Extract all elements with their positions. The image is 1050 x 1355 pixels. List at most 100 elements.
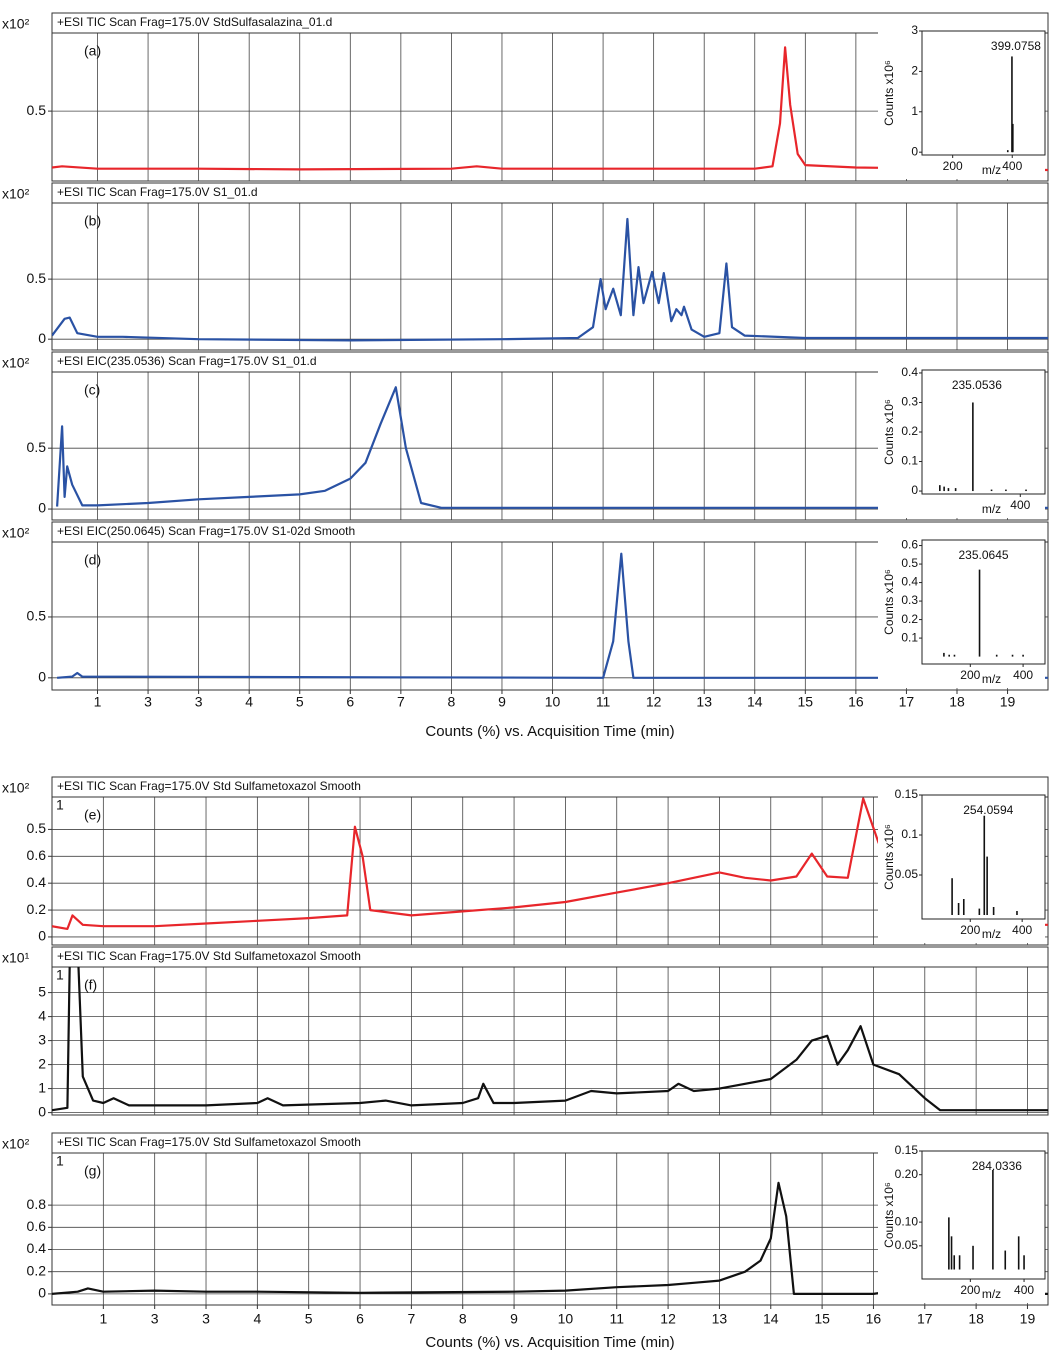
inset-x-tick-label: 400 [1014, 1283, 1034, 1297]
y-tick-label: 0.4 [27, 1240, 47, 1256]
y-tick-label: 0.5 [27, 608, 47, 624]
inset-y-label: Counts x10⁶ [882, 824, 896, 890]
panel: 0 0.5 x10² +ESI TIC Scan Frag=175.0V S1_01.… [2, 182, 1049, 351]
y-tick-label: 0.8 [27, 1196, 47, 1212]
chart-group: 0 0.2 0.4 0.6 0.5 x10² +ESI TIC Scan Frag=175.… [2, 776, 1049, 1351]
x-tick-label: 15 [814, 1311, 830, 1327]
axis-exponent: x10¹ [2, 950, 30, 966]
y-tick-label: 2 [38, 1055, 46, 1071]
inset-x-tick-label: 200 [960, 923, 980, 937]
inset-y-tick-label: 0.05 [895, 1238, 919, 1252]
y-tick-label: 4 [38, 1007, 46, 1023]
inset-y-tick-label: 0.6 [901, 538, 918, 552]
inset-y-tick-label: 2 [911, 64, 918, 78]
inset-y-tick-label: 1 [911, 104, 918, 118]
y-tick-label: 5 [38, 983, 46, 999]
panel-label: (a) [84, 43, 101, 59]
axis-exponent: x10² [2, 525, 30, 541]
x-tick-label: 18 [968, 1311, 984, 1327]
inset-y-tick-label: 3 [911, 23, 918, 37]
inset-y-tick-label: 0.15 [895, 787, 919, 801]
peak-label: 235.0645 [959, 548, 1009, 562]
title-strip [51, 521, 1049, 543]
x-tick-label: 10 [545, 694, 561, 710]
x-tick-label: 3 [144, 694, 152, 710]
title-strip [51, 946, 1049, 968]
panel-title: +ESI EIC(235.0536) Scan Frag=175.0V S1_0… [57, 354, 317, 368]
inset-x-tick-label: 400 [1010, 498, 1030, 512]
inset-y-tick-label: 0.1 [901, 630, 918, 644]
inset-y-tick-label: 0.05 [895, 867, 919, 881]
y-tick-label: 0 [38, 1103, 46, 1119]
trace [52, 797, 1048, 930]
x-tick-label: 19 [1000, 694, 1016, 710]
x-tick-label: 4 [253, 1311, 261, 1327]
trace [57, 552, 1048, 679]
panel-title: +ESI EIC(250.0645) Scan Frag=175.0V S1-0… [57, 524, 355, 538]
x-tick-label: 5 [305, 1311, 313, 1327]
x-tick-label: 6 [346, 694, 354, 710]
inset: 0 0.1 0.2 0.3 0.4 400 m/z Counts x10⁶ 235.0536 [878, 365, 1046, 518]
inset-y-label: Counts x10⁶ [882, 399, 896, 465]
axis-exponent: x10² [2, 355, 30, 371]
title-strip [51, 12, 1049, 34]
panel-corner: 1 [56, 967, 64, 983]
panel: 0 0.2 0.4 0.6 0.5 x10² +ESI TIC Scan Frag=175.… [2, 776, 1049, 946]
panel-label: (f) [84, 977, 97, 993]
panel-corner: 1 [56, 1153, 64, 1169]
panel-title: +ESI TIC Scan Frag=175.0V Std Sulfametox… [57, 779, 361, 793]
axis-exponent: x10² [2, 1136, 30, 1152]
y-tick-label: 0.6 [27, 1218, 47, 1234]
inset-frame [921, 369, 1046, 495]
chart-group: 0.5 x10² +ESI TIC Scan Frag=175.0V StdSulf… [2, 12, 1049, 740]
x-tick-label: 10 [558, 1311, 574, 1327]
trace [52, 46, 1048, 172]
inset-x-label: m/z [982, 927, 1001, 941]
panel-label: (e) [84, 807, 101, 823]
x-tick-label: 3 [151, 1311, 159, 1327]
inset-y-tick-label: 0.10 [895, 1214, 919, 1228]
axis-exponent: x10² [2, 780, 30, 796]
inset-frame [921, 539, 1046, 665]
x-tick-label: 13 [712, 1311, 728, 1327]
title-strip [51, 351, 1049, 373]
inset-y-tick-label: 0.15 [895, 1143, 919, 1157]
inset-x-tick-label: 200 [960, 1283, 980, 1297]
panel-label: (c) [84, 382, 100, 398]
inset-y-tick-label: 0.4 [901, 365, 918, 379]
inset-y-tick-label: 0.2 [901, 612, 918, 626]
x-tick-label: 15 [798, 694, 814, 710]
x-tick-label: 17 [899, 694, 915, 710]
x-tick-label: 3 [195, 694, 203, 710]
x-tick-label: 11 [596, 694, 611, 710]
inset-y-tick-label: 0.4 [901, 575, 918, 589]
x-tick-label: 11 [609, 1311, 624, 1327]
y-tick-label: 0.2 [27, 901, 47, 917]
y-tick-label: 0.5 [27, 820, 47, 836]
x-axis-title: Counts (%) vs. Acquisition Time (min) [425, 723, 674, 740]
panel: 0 0.5 x10² +ESI EIC(250.0645) Scan Frag=175… [2, 521, 1049, 691]
x-tick-label: 7 [397, 694, 405, 710]
inset-x-label: m/z [982, 502, 1001, 516]
inset-y-tick-label: 0.2 [901, 424, 918, 438]
inset-x-label: m/z [982, 1287, 1001, 1301]
x-tick-label: 13 [696, 694, 712, 710]
y-tick-label: 1 [38, 1079, 46, 1095]
x-tick-label: 18 [949, 694, 965, 710]
inset-x-tick-label: 200 [960, 668, 980, 682]
x-tick-label: 9 [498, 694, 506, 710]
inset: 0.05 0.1 0.15 200 400 m/z Counts x10⁶ 254.0594 [878, 787, 1046, 943]
peak-label: 284.0336 [972, 1159, 1022, 1173]
y-tick-label: 0 [38, 1285, 46, 1301]
x-tick-label: 8 [448, 694, 456, 710]
x-tick-label: 1 [94, 694, 102, 710]
inset-y-tick-label: 0.3 [901, 593, 918, 607]
panel-corner: 1 [56, 797, 64, 813]
y-tick-label: 0.2 [27, 1262, 47, 1278]
trace [52, 217, 1048, 342]
x-tick-label: 4 [245, 694, 253, 710]
inset-x-tick-label: 200 [943, 159, 963, 173]
x-tick-label: 1 [99, 1311, 107, 1327]
